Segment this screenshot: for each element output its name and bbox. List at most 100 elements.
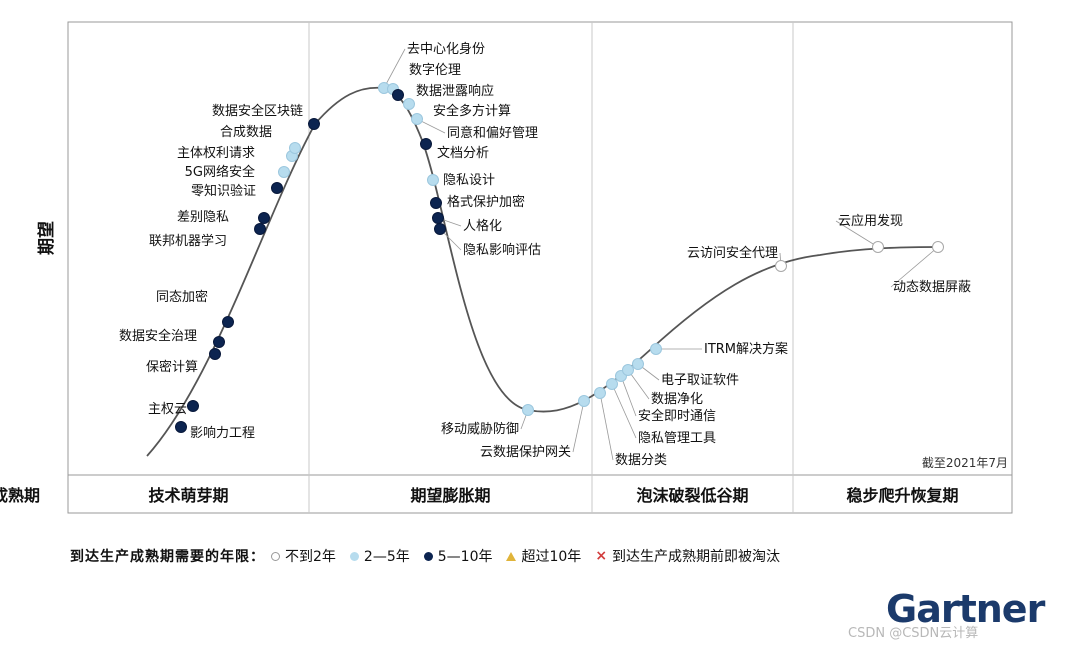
gartner-logo: Gartner: [886, 587, 1045, 631]
watermark: CSDN @CSDN云计算: [848, 626, 979, 641]
legend-item-5-10-years: 5—10年: [423, 546, 493, 566]
tech-label: 联邦机器学习: [149, 233, 227, 249]
tech-point: [427, 174, 439, 186]
phase-labels: 技术萌芽期 期望膨胀期 泡沫破裂低谷期 稳步爬升恢复期 生产成熟期: [0, 486, 959, 505]
tech-point: [258, 212, 270, 224]
legend-item-2-5-years: 2—5年: [349, 546, 410, 566]
tech-point: [175, 421, 187, 433]
legend-item-over-10-years: 超过10年: [506, 546, 581, 566]
tech-label: 合成数据: [220, 125, 272, 140]
technology-points: [175, 82, 944, 433]
tech-label: 去中心化身份: [407, 41, 485, 57]
tech-label: 数据泄露响应: [416, 83, 494, 99]
phase-label: 技术萌芽期: [148, 486, 228, 505]
tech-point: [594, 387, 606, 399]
legend-label: 到达生产成熟期前即被淘汰: [612, 549, 781, 565]
red-cross-icon: ×: [595, 548, 608, 564]
tech-label: ITRM解决方案: [704, 341, 788, 357]
tech-label: 同态加密: [156, 289, 208, 305]
tech-point: [254, 223, 266, 235]
tech-label: 数据安全治理: [119, 328, 197, 344]
tech-label: 安全即时通信: [638, 408, 716, 424]
tech-label: 文档分析: [437, 146, 489, 161]
tech-label: 主权云: [148, 401, 187, 417]
chart-frame: [67, 21, 1013, 514]
tech-point: [872, 241, 884, 253]
tech-label: 移动威胁防御: [441, 421, 519, 437]
tech-label: 数字伦理: [409, 63, 461, 78]
phase-label: 期望膨胀期: [410, 486, 490, 505]
leader-line: [383, 48, 406, 89]
tech-label: 差别隐私: [177, 210, 229, 225]
tech-label: 电子取证软件: [661, 373, 739, 388]
tech-label: 5G网络安全: [185, 164, 255, 180]
legend-label: 5—10年: [437, 549, 493, 565]
tech-label: 云应用发现: [838, 213, 903, 229]
tech-point: [411, 113, 423, 125]
tech-label: 主体权利请求: [177, 145, 255, 161]
legend-label: 不到2年: [285, 549, 336, 565]
yellow-triangle-icon: [506, 551, 517, 561]
tech-label: 数据净化: [651, 392, 703, 407]
light-blue-dot-icon: [349, 551, 359, 561]
leader-lines: [383, 48, 939, 461]
tech-label: 数据安全区块链: [212, 103, 303, 119]
tech-point: [187, 400, 199, 412]
tech-label: 零知识验证: [191, 183, 256, 199]
tech-point: [622, 364, 634, 376]
y-axis-label: 期望: [36, 221, 57, 255]
legend-label: 超过10年: [521, 549, 582, 565]
tech-label: 云数据保护网关: [480, 445, 571, 460]
white-dot-icon: [271, 551, 280, 561]
tech-point: [432, 212, 444, 224]
leader-line: [890, 246, 939, 288]
plot-border: [67, 21, 1013, 514]
tech-point: [578, 395, 590, 407]
tech-label: 安全多方计算: [433, 103, 511, 119]
tech-point: [420, 138, 432, 150]
dark-blue-dot-icon: [423, 551, 433, 561]
tech-label: 影响力工程: [190, 425, 255, 441]
tech-point: [632, 358, 644, 370]
as-of-note: 截至2021年7月: [922, 456, 1008, 470]
tech-label: 人格化: [463, 218, 502, 234]
tech-label: 云访问安全代理: [687, 245, 778, 261]
tech-point: [209, 348, 221, 360]
tech-point: [213, 336, 225, 348]
tech-point: [650, 343, 662, 355]
leader-line: [620, 375, 637, 417]
leader-line: [835, 220, 879, 248]
tech-point: [222, 316, 234, 328]
tech-point: [522, 404, 534, 416]
tech-point: [606, 378, 618, 390]
tech-label: 数据分类: [615, 453, 667, 468]
legend-title: 到达生产成熟期需要的年限：: [70, 549, 265, 565]
tech-label: 格式保护加密: [447, 194, 525, 210]
tech-label: 隐私管理工具: [638, 431, 716, 446]
leader-line: [599, 392, 614, 461]
legend-item-under-2-years: 不到2年: [271, 546, 336, 566]
tech-point: [392, 89, 404, 101]
legend: 到达生产成熟期需要的年限： 不到2年 2—5年 5—10年 超过10年 × 到达…: [70, 544, 788, 568]
leader-line: [611, 383, 637, 439]
tech-point: [434, 223, 446, 235]
tech-point: [289, 142, 301, 154]
legend-label: 2—5年: [363, 549, 410, 565]
tech-label: 动态数据屏蔽: [893, 280, 971, 295]
tech-point: [932, 241, 944, 253]
leader-line: [572, 400, 585, 453]
tech-point: [775, 260, 787, 272]
tech-label: 隐私设计: [443, 173, 495, 188]
tech-point: [271, 182, 283, 194]
tech-point: [278, 166, 290, 178]
tech-point: [308, 118, 320, 130]
tech-point: [430, 197, 442, 209]
tech-label: 同意和偏好管理: [447, 125, 538, 141]
legend-item-obsolete: × 到达生产成熟期前即被淘汰: [595, 546, 780, 566]
hype-curve: [146, 86, 941, 457]
tech-label: 保密计算: [146, 359, 198, 375]
phase-label: 泡沫破裂低谷期: [636, 486, 748, 505]
tech-label: 隐私影响评估: [463, 242, 541, 258]
